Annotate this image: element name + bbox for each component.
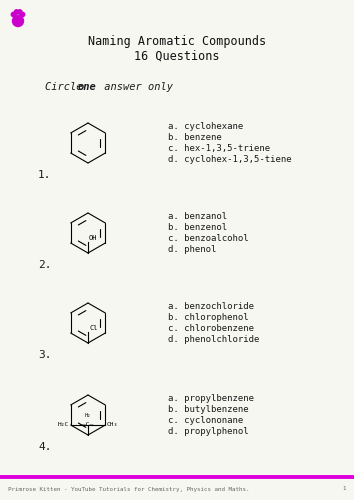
Circle shape [18,10,22,14]
Text: c. benzoalcohol: c. benzoalcohol [168,234,249,243]
Text: answer only: answer only [98,82,173,92]
Text: d. phenol: d. phenol [168,245,216,254]
Text: —C—: —C— [82,422,93,428]
Text: OH: OH [89,235,97,241]
Text: c. hex-1,3,5-triene: c. hex-1,3,5-triene [168,144,270,153]
Text: Primrose Kitten - YouTube Tutorials for Chemistry, Physics and Maths.: Primrose Kitten - YouTube Tutorials for … [8,486,250,492]
Text: H₂C: H₂C [58,422,69,428]
Text: d. propylphenol: d. propylphenol [168,427,249,436]
Text: Cl: Cl [89,325,97,331]
Circle shape [14,10,19,14]
Text: 1.: 1. [38,170,51,180]
Text: a. benzanol: a. benzanol [168,212,227,221]
Text: H₂: H₂ [85,413,91,418]
Text: b. butylbenzene: b. butylbenzene [168,405,249,414]
Circle shape [11,12,16,16]
Text: 1: 1 [343,486,346,492]
Text: 3.: 3. [38,350,51,360]
Text: one: one [78,82,97,92]
Circle shape [12,16,23,26]
Text: a. propylbenzene: a. propylbenzene [168,394,254,403]
Text: 2.: 2. [38,260,51,270]
Text: d. phenolchloride: d. phenolchloride [168,335,259,344]
Circle shape [20,12,25,16]
Text: Circle: Circle [45,82,89,92]
Text: c. chlorobenzene: c. chlorobenzene [168,324,254,333]
Text: b. benzenol: b. benzenol [168,223,227,232]
Text: c. cyclononane: c. cyclononane [168,416,243,425]
Text: a. cyclohexane: a. cyclohexane [168,122,243,131]
Text: b. benzene: b. benzene [168,133,222,142]
Text: CH₃: CH₃ [107,422,118,428]
Text: b. chlorophenol: b. chlorophenol [168,313,249,322]
Text: Naming Aromatic Compounds: Naming Aromatic Compounds [88,36,266,49]
Text: d. cyclohex-1,3,5-tiene: d. cyclohex-1,3,5-tiene [168,155,292,164]
Text: 16 Questions: 16 Questions [134,50,220,62]
Text: 4.: 4. [38,442,51,452]
Text: a. benzochloride: a. benzochloride [168,302,254,311]
